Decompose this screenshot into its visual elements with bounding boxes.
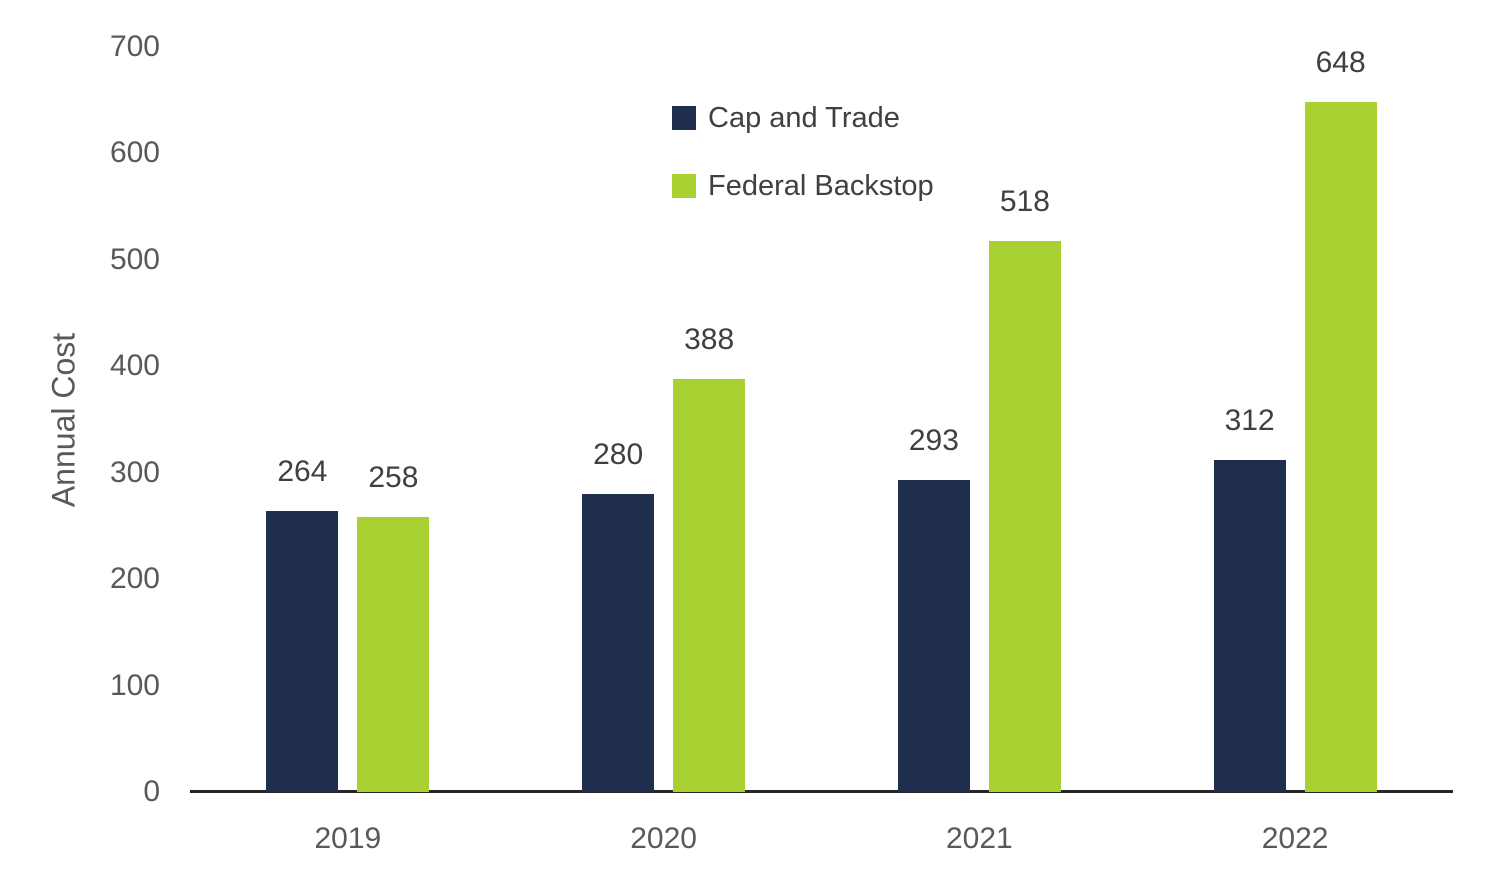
data-label: 388 xyxy=(684,323,735,357)
y-tick-label: 600 xyxy=(109,136,160,170)
x-tick-label: 2022 xyxy=(1261,822,1329,855)
legend-swatch-federal-backstop-icon xyxy=(672,174,696,198)
x-tick-label: 2020 xyxy=(630,822,697,855)
data-label: 264 xyxy=(277,455,328,489)
bar-federal-backstop-2022 xyxy=(1304,102,1377,792)
bar-federal-backstop-2019 xyxy=(357,517,430,792)
bar-cap-and-trade-2020 xyxy=(582,494,655,792)
data-label: 293 xyxy=(908,424,959,458)
data-label: 280 xyxy=(593,438,644,471)
bar-cap-and-trade-2022 xyxy=(1213,459,1286,792)
x-tick-label: 2019 xyxy=(314,822,382,855)
data-label: 518 xyxy=(999,184,1050,218)
legend-item-cap-and-trade: Cap and Trade xyxy=(672,100,934,136)
y-tick-label: 0 xyxy=(143,775,160,808)
data-label: 648 xyxy=(1315,46,1366,80)
legend-label-cap-and-trade: Cap and Trade xyxy=(708,101,900,134)
x-tick-label: 2021 xyxy=(946,822,1013,855)
y-tick-label: 500 xyxy=(109,242,160,276)
bar-cap-and-trade-2019 xyxy=(266,511,339,792)
y-tick-label: 100 xyxy=(109,668,160,702)
legend: Cap and Trade Federal Backstop xyxy=(672,100,934,236)
legend-label-federal-backstop: Federal Backstop xyxy=(708,169,934,202)
y-tick-label: 300 xyxy=(109,455,160,489)
bar-cap-and-trade-2021 xyxy=(897,480,970,792)
y-tick-label: 700 xyxy=(109,30,160,63)
bar-federal-backstop-2020 xyxy=(673,379,746,792)
data-label: 312 xyxy=(1224,403,1275,437)
y-tick-label: 200 xyxy=(109,562,160,596)
bar-federal-backstop-2021 xyxy=(988,240,1061,792)
data-label: 258 xyxy=(368,461,419,495)
x-axis-line xyxy=(190,790,1453,793)
y-tick-label: 400 xyxy=(109,349,160,383)
legend-item-federal-backstop: Federal Backstop xyxy=(672,168,934,204)
legend-swatch-cap-and-trade-icon xyxy=(672,106,696,130)
